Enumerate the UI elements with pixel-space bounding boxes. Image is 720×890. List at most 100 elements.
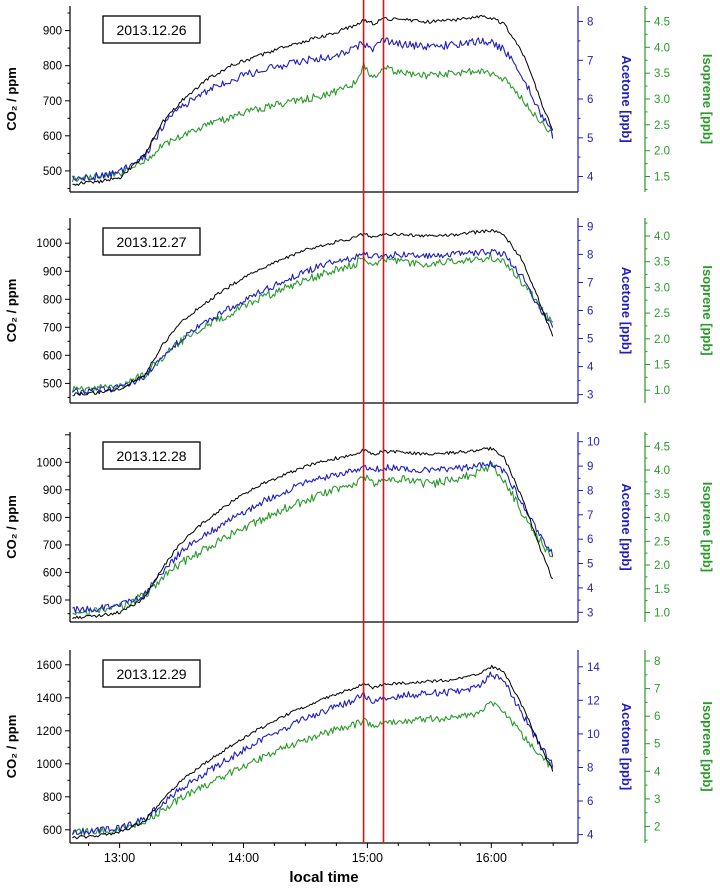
isoprene-line	[71, 252, 554, 394]
isoprene-tick-label: 2.0	[654, 334, 670, 346]
isoprene-tick-label: 2.5	[654, 120, 670, 132]
co2-axis-title: CO₂ / ppm	[4, 279, 19, 343]
acetone-line	[72, 248, 554, 395]
isoprene-tick-label: 4.0	[654, 231, 670, 243]
acetone-tick-label: 14	[587, 662, 600, 674]
acetone-tick-label: 10	[587, 437, 600, 449]
x-tick-label: 16:00	[476, 851, 507, 865]
co2-tick-label: 700	[43, 96, 62, 108]
date-label: 2013.12.28	[116, 448, 186, 464]
acetone-tick-label: 9	[587, 461, 593, 473]
acetone-tick-label: 4	[587, 830, 594, 842]
date-label-box	[102, 659, 201, 688]
isoprene-tick-label: 1.5	[654, 359, 670, 371]
co2-tick-label: 1000	[36, 759, 62, 771]
isoprene-tick-label: 3.0	[654, 282, 670, 294]
co2-line	[72, 14, 554, 186]
co2-tick-label: 500	[43, 595, 62, 607]
acetone-tick-label: 3	[587, 390, 593, 402]
date-label: 2013.12.29	[116, 666, 186, 682]
isoprene-tick-label: 3.0	[654, 94, 670, 106]
acetone-tick-label: 4	[587, 362, 594, 374]
acetone-axis-title: Acetone [ppb]	[619, 483, 634, 570]
isoprene-line	[72, 462, 553, 617]
isoprene-tick-label: 4.5	[654, 441, 670, 453]
co2-tick-label: 900	[43, 485, 62, 497]
panel-2013.12.29: 600 800 1000 1200 1400 1600 4 6 8 10 12 14 2 3 4 5 6 7 8 CO…	[4, 650, 715, 865]
isoprene-tick-label: 3.5	[654, 489, 670, 501]
co2-tick-label: 500	[43, 166, 62, 178]
isoprene-tick-label: 7	[654, 684, 660, 696]
acetone-tick-label: 8	[587, 762, 593, 774]
isoprene-tick-label: 1.0	[654, 608, 670, 620]
co2-tick-label: 700	[43, 322, 62, 334]
x-tick-label: 14:00	[228, 851, 259, 865]
acetone-tick-label: 4	[587, 583, 594, 595]
isoprene-tick-label: 3.0	[654, 513, 670, 525]
isoprene-tick-label: 2.5	[654, 308, 670, 320]
isoprene-tick-label: 3	[654, 794, 660, 806]
co2-axis-title: CO₂ / ppm	[4, 495, 19, 559]
co2-tick-label: 700	[43, 540, 62, 552]
co2-line	[72, 446, 554, 620]
acetone-tick-label: 5	[587, 133, 593, 145]
isoprene-tick-label: 3.5	[654, 257, 670, 269]
acetone-tick-label: 8	[587, 17, 593, 29]
isoprene-axis-title: Isoprene [ppb]	[700, 701, 715, 791]
isoprene-tick-label: 1.5	[654, 172, 670, 184]
acetone-tick-label: 7	[587, 55, 593, 67]
acetone-tick-label: 6	[587, 306, 593, 318]
co2-tick-label: 500	[43, 378, 62, 390]
panel-2013.12.27: 500 600 700 800 900 1000 3 4 5 6 7 8 9 1.0 1.5 2.0 2.5 3.…	[4, 218, 715, 404]
acetone-line	[72, 37, 554, 182]
isoprene-tick-label: 2.0	[654, 146, 670, 158]
isoprene-tick-label: 5	[654, 739, 660, 751]
date-label-box	[102, 441, 201, 470]
isoprene-axis-title: Isoprene [ppb]	[700, 265, 715, 355]
co2-tick-label: 800	[43, 61, 62, 73]
x-tick-label: 13:00	[104, 851, 135, 865]
acetone-tick-label: 8	[587, 249, 593, 261]
isoprene-tick-label: 4	[654, 766, 661, 778]
co2-tick-label: 900	[43, 266, 62, 278]
date-label-box	[102, 15, 201, 44]
x-axis-title: local time	[289, 869, 358, 886]
acetone-tick-label: 4	[587, 172, 594, 184]
co2-line	[72, 664, 554, 840]
acetone-axis-title: Acetone [ppb]	[619, 703, 634, 790]
acetone-line	[72, 460, 554, 614]
acetone-axis-title: Acetone [ppb]	[619, 267, 634, 354]
date-label: 2013.12.27	[116, 234, 186, 250]
acetone-tick-label: 8	[587, 485, 593, 497]
acetone-tick-label: 6	[587, 94, 593, 106]
co2-axis-title: CO₂ / ppm	[4, 67, 19, 131]
co2-tick-label: 1400	[36, 693, 62, 705]
co2-axis-title: CO₂ / ppm	[4, 715, 19, 779]
isoprene-tick-label: 4.0	[654, 465, 670, 477]
co2-tick-label: 1600	[36, 660, 62, 672]
acetone-tick-label: 6	[587, 796, 593, 808]
x-tick-label: 15:00	[352, 851, 383, 865]
acetone-tick-label: 7	[587, 277, 593, 289]
co2-tick-label: 600	[43, 567, 62, 579]
isoprene-tick-label: 4.5	[654, 17, 670, 29]
date-label-box	[102, 227, 201, 256]
isoprene-tick-label: 1.0	[654, 385, 670, 397]
isoprene-tick-label: 3.5	[654, 68, 670, 80]
acetone-tick-label: 6	[587, 534, 593, 546]
co2-tick-label: 1000	[36, 238, 62, 250]
co2-tick-label: 600	[43, 350, 62, 362]
acetone-axis-title: Acetone [ppb]	[619, 55, 634, 142]
isoprene-tick-label: 6	[654, 711, 660, 723]
isoprene-tick-label: 8	[654, 656, 660, 668]
isoprene-tick-label: 2	[654, 821, 660, 833]
co2-tick-label: 800	[43, 792, 62, 804]
isoprene-axis-title: Isoprene [ppb]	[700, 482, 715, 572]
acetone-line	[71, 671, 554, 836]
acetone-tick-label: 3	[587, 607, 593, 619]
isoprene-tick-label: 2.5	[654, 536, 670, 548]
isoprene-axis-title: Isoprene [ppb]	[700, 54, 715, 144]
isoprene-line	[71, 62, 554, 183]
